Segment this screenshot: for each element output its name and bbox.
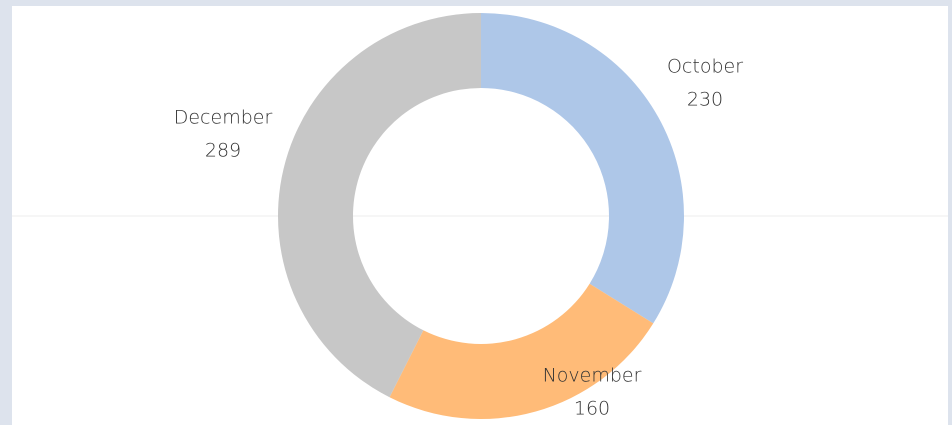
slice-value: 230: [687, 89, 723, 111]
slice-label: October: [667, 56, 743, 78]
donut-slice: [389, 283, 654, 419]
donut-slice: [481, 13, 684, 324]
donut-slice: [277, 13, 481, 398]
slice-value: 160: [574, 398, 610, 420]
slice-label: December: [174, 107, 273, 129]
slice-label: November: [543, 365, 642, 387]
slice-value: 289: [205, 140, 241, 162]
